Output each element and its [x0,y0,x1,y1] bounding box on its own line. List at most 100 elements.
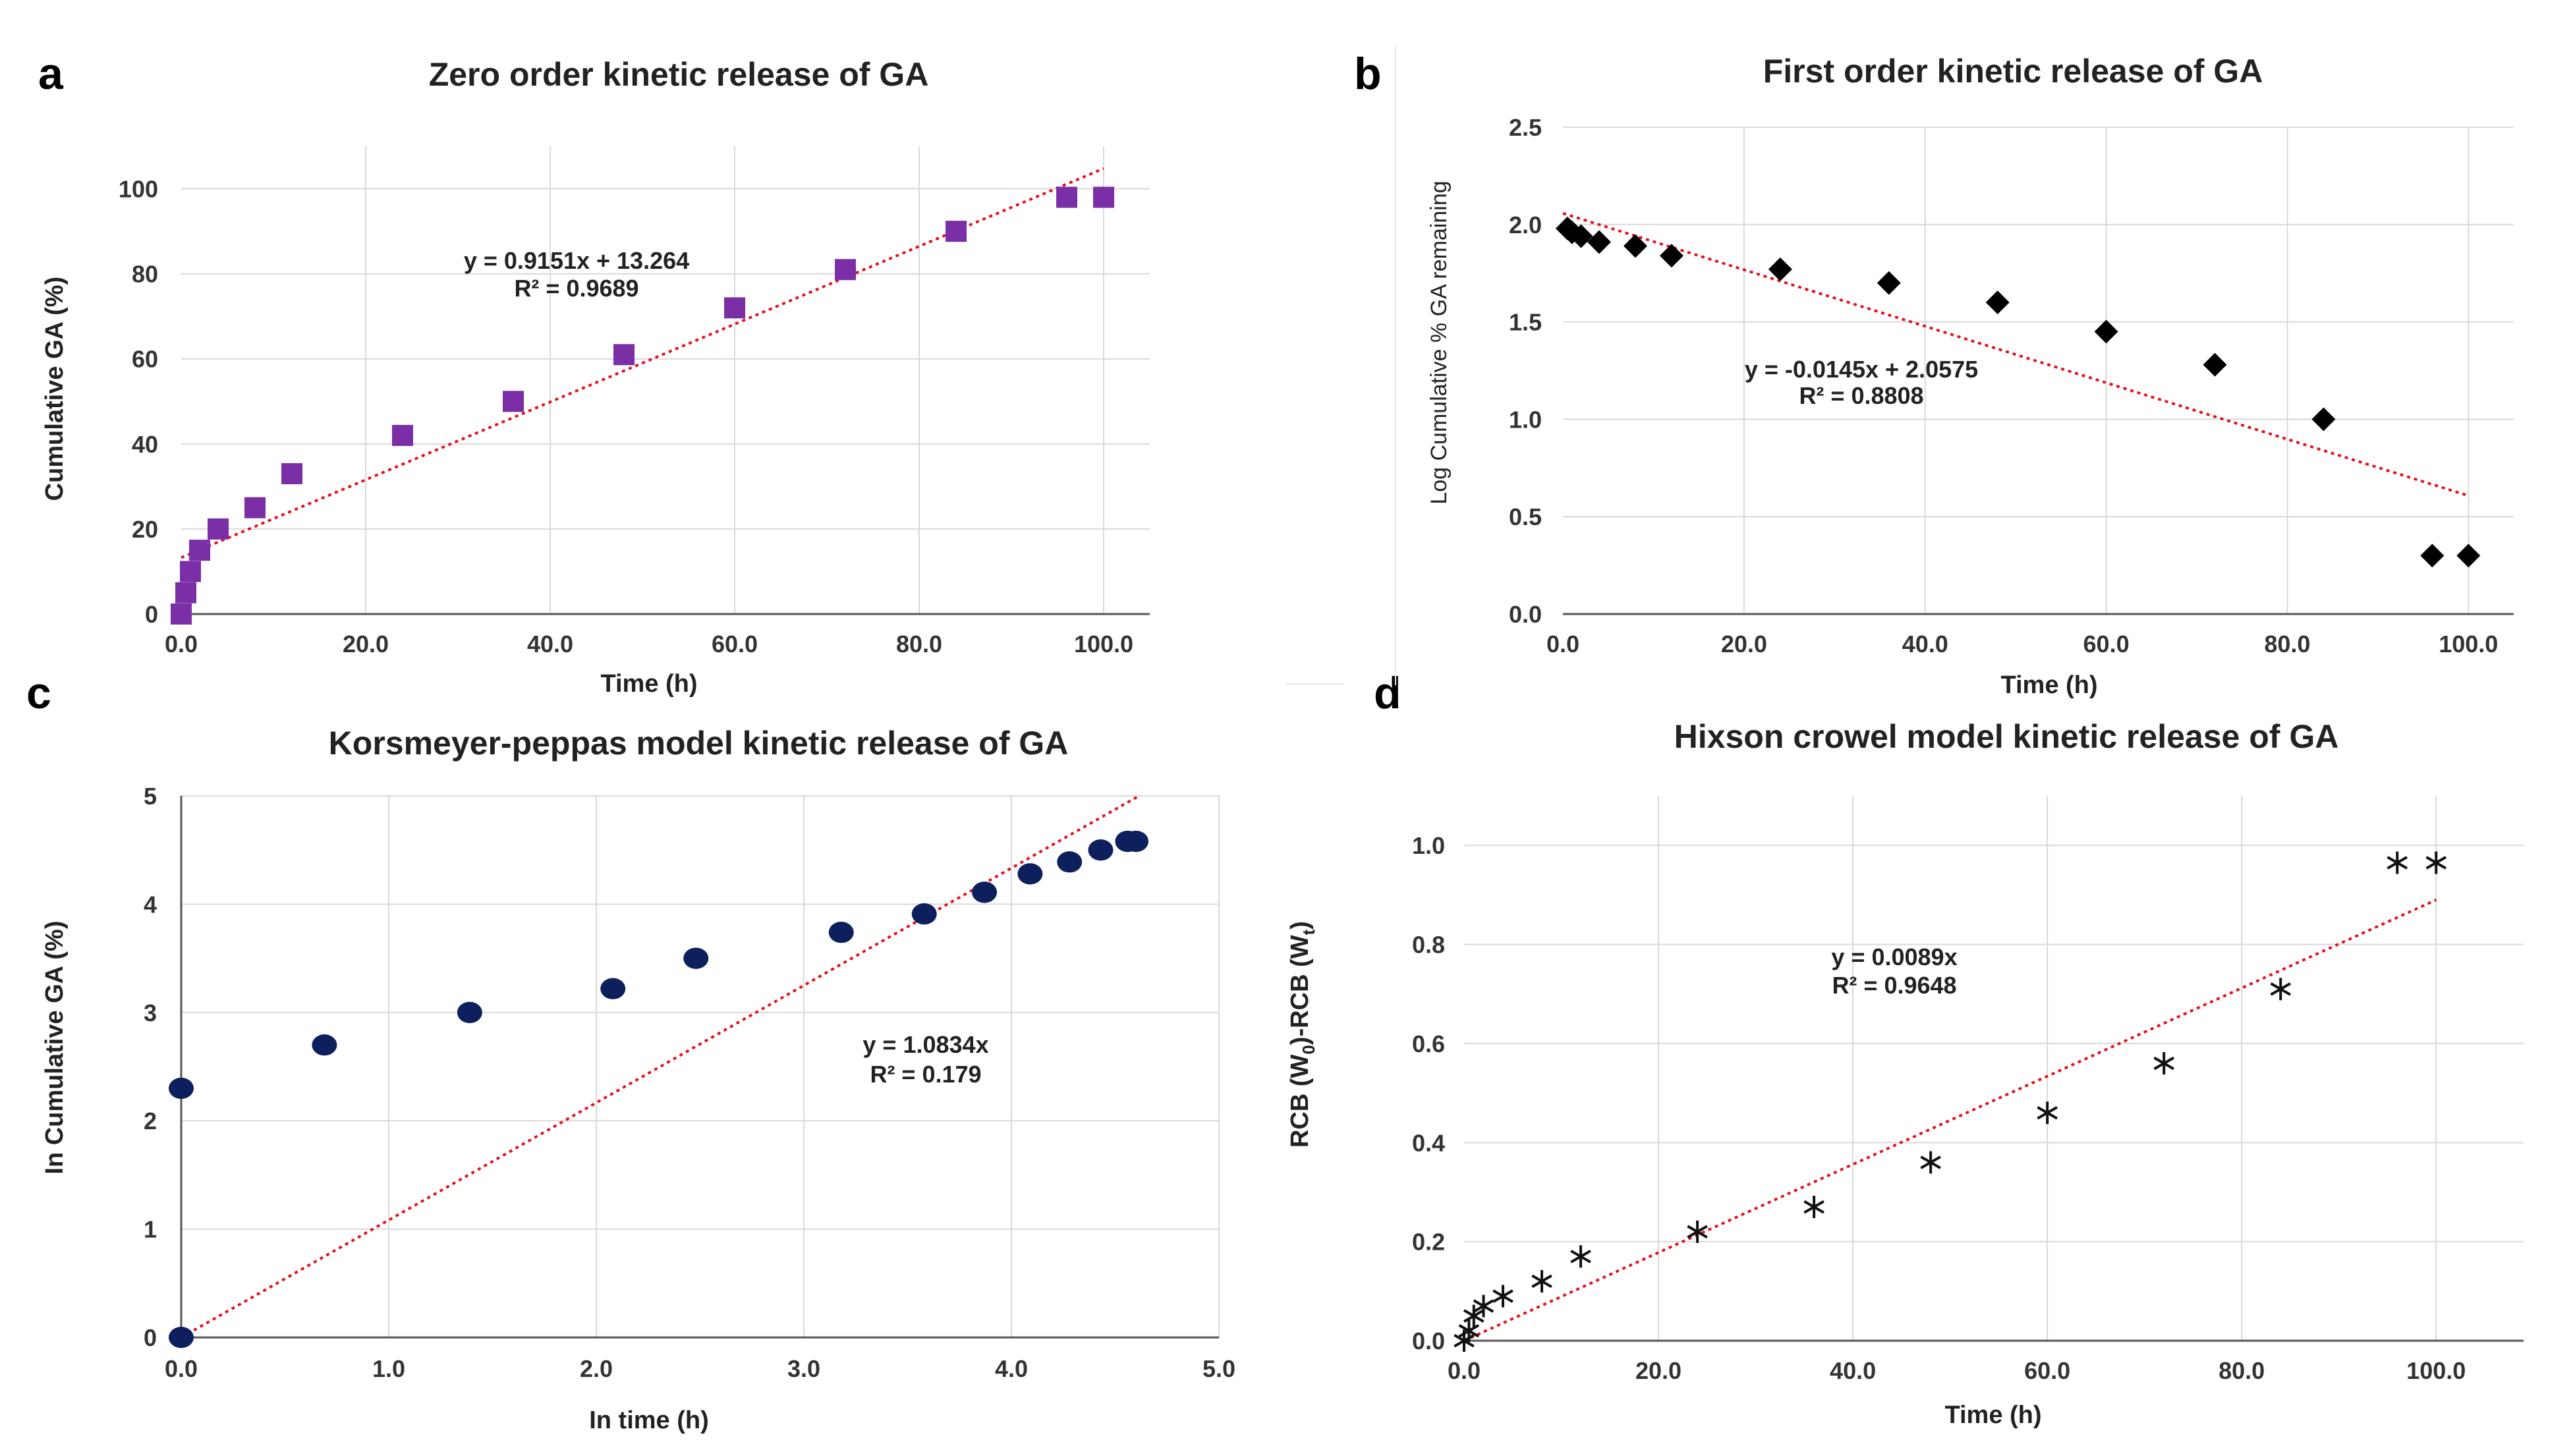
data-point [1473,1295,1494,1318]
data-point [1463,1304,1485,1328]
y-tick-label: 0.4 [1412,1129,1445,1156]
data-point [2311,407,2336,432]
x-tick-label: 0.0 [1546,630,1579,658]
data-point [613,344,635,366]
data-point-stroke [2037,1106,2058,1120]
x-axis-label: Time (h) [2000,671,2097,699]
x-tick-label: 5.0 [1203,1355,1235,1382]
y-tick-label: 2 [144,1107,157,1134]
y-axis-label: RCB (W0)-RCB (Wt) [1286,921,1318,1148]
data-point [1458,1319,1480,1342]
chart-title: Zero order kinetic release of GA [429,56,929,93]
x-tick-label: 80.0 [896,630,942,658]
data-point [683,947,709,969]
data-point [1985,291,2010,315]
data-point [457,1001,482,1023]
data-point [1623,234,1647,258]
data-point [180,561,201,582]
data-point [1531,1270,1552,1293]
x-tick-label: 1.0 [372,1355,405,1382]
x-tick-label: 40.0 [1902,630,1948,658]
data-point [1659,244,1684,268]
data-point [281,463,302,484]
x-tick-label: 4.0 [995,1355,1028,1382]
chart-panel-c: 0 1 2 3 4 5 0.0 1.0 2.0 3.0 4.0 5.0 c Korsmeyer-peppa… [26,668,1235,1434]
data-point-stroke [1687,1225,1708,1239]
trendline-equation: y = -0.0145x + 2.0575 [1745,356,1978,383]
x-tick-label: 0.0 [1448,1357,1481,1384]
data-point [1088,839,1114,861]
data-point [1877,271,1901,295]
data-point [724,297,745,319]
data-point [946,221,967,242]
data-point [1570,1245,1591,1268]
data-point [208,518,229,540]
data-point [1687,1220,1708,1243]
data-point [1093,186,1114,208]
y-tick-label: 4 [144,891,157,918]
panel-letter: a [38,49,64,99]
x-tick-label: 2.0 [580,1355,613,1382]
y-tick-label: 20 [132,516,158,543]
data-point [1056,186,1077,208]
trendline-r-squared: R² = 0.8808 [1799,382,1923,409]
x-tick-label: 60.0 [712,630,758,658]
y-tick-label: 0.5 [1509,503,1542,530]
data-point [972,882,998,903]
data-point [2094,320,2118,344]
chart-title: First order kinetic release of GA [1763,53,2263,90]
y-tick-label: 0 [144,1324,157,1351]
trendline-r-squared: R² = 0.9689 [514,275,638,302]
data-point [1803,1196,1825,1219]
data-point [1057,851,1083,873]
x-axis-label: In time (h) [589,1407,709,1434]
y-tick-label: 1.0 [1509,406,1542,433]
data-point [171,603,192,625]
data-point [2153,1051,2174,1075]
data-point-stroke [1492,1289,1514,1303]
trendline-r-squared: R² = 0.179 [870,1061,981,1088]
chart-panel-d: 0.0 0.2 0.4 0.6 0.8 1.0 0.0 20.0 40.0 60.0 80.0 100… [1286,668,2524,1429]
x-tick-label: 20.0 [343,630,389,658]
data-point [169,1326,194,1349]
y-tick-label: 0.0 [1412,1328,1445,1355]
y-axis-label: Cumulative GA (%) [41,277,69,501]
panel-letter: d [1374,668,1401,718]
trendline-equation: y = 0.9151x + 13.264 [464,247,689,274]
trendline-equation: y = 1.0834x [863,1031,988,1058]
data-point-stroke [1920,1156,1941,1169]
y-tick-label: 1.0 [1412,832,1445,859]
chart-panel-a: 0 20 40 60 80 100 0.0 20.0 40.0 60.0 80.0 100.0 a Zer… [38,49,1150,698]
y-axis-label-part: RCB (W [1286,1054,1314,1148]
data-point [828,921,854,943]
data-point [244,497,266,518]
data-point [1123,830,1148,853]
y-tick-label: 2.0 [1509,211,1542,238]
data-point-stroke [1463,1309,1485,1323]
x-tick-label: 0.0 [165,1355,198,1382]
trendline-r-squared: R² = 0.9648 [1832,972,1956,999]
data-point [169,1077,194,1100]
chart-panel-b: 0.0 0.5 1.0 1.5 2.0 2.5 0.0 20.0 40.0 60.0 80.0 100… [1354,49,2514,699]
x-tick-label: 60.0 [2024,1357,2070,1384]
data-point [2387,851,2408,874]
data-point-stroke [2270,982,2291,996]
x-tick-label: 0.0 [165,630,198,658]
x-tick-label: 100.0 [1074,630,1133,658]
x-tick-label: 3.0 [787,1355,820,1382]
data-point-stroke [2425,856,2447,870]
data-point-stroke [2153,1056,2174,1071]
x-axis-label: Time (h) [600,670,697,698]
y-tick-label: 5 [144,783,157,810]
y-axis-label: Log Cumulative % GA remaining [1427,181,1452,504]
data-point [835,259,856,281]
data-point-stroke [1473,1299,1494,1313]
data-point-stroke [1570,1249,1591,1264]
y-tick-label: 0.6 [1412,1030,1445,1057]
x-tick-label: 40.0 [527,630,573,658]
trendline-equation: y = 0.0089x [1831,943,1957,970]
y-tick-label: 0.8 [1412,932,1445,959]
data-point [1017,863,1043,885]
x-tick-label: 80.0 [2264,630,2310,658]
data-point-stroke [2387,856,2408,870]
